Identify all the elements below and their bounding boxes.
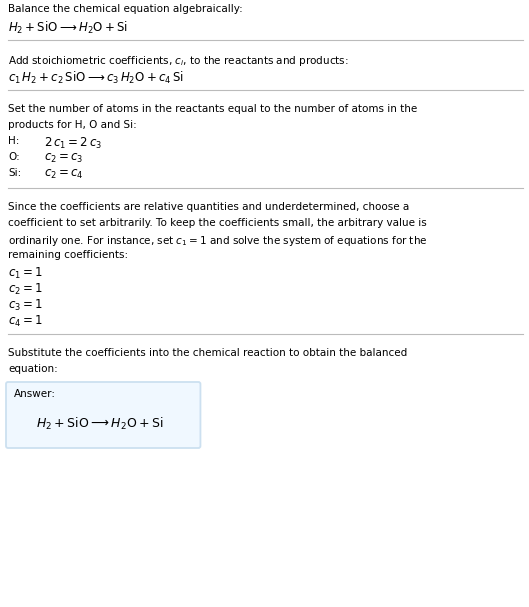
Text: $c_3 = 1$: $c_3 = 1$ — [8, 298, 43, 313]
Text: coefficient to set arbitrarily. To keep the coefficients small, the arbitrary va: coefficient to set arbitrarily. To keep … — [8, 218, 427, 228]
Text: $H_2 + \mathrm{SiO} \longrightarrow H_2\mathrm{O} + \mathrm{Si}$: $H_2 + \mathrm{SiO} \longrightarrow H_2\… — [36, 416, 163, 432]
Text: $2\,c_1 = 2\,c_3$: $2\,c_1 = 2\,c_3$ — [44, 136, 102, 151]
Text: remaining coefficients:: remaining coefficients: — [8, 250, 128, 260]
Text: Add stoichiometric coefficients, $c_i$, to the reactants and products:: Add stoichiometric coefficients, $c_i$, … — [8, 54, 349, 68]
Text: Substitute the coefficients into the chemical reaction to obtain the balanced: Substitute the coefficients into the che… — [8, 348, 407, 358]
Text: H:: H: — [8, 136, 20, 146]
Text: ordinarily one. For instance, set $c_1 = 1$ and solve the system of equations fo: ordinarily one. For instance, set $c_1 =… — [8, 234, 427, 248]
Text: Balance the chemical equation algebraically:: Balance the chemical equation algebraica… — [8, 4, 243, 14]
Text: O:: O: — [8, 152, 20, 162]
Text: products for H, O and Si:: products for H, O and Si: — [8, 120, 137, 130]
Text: Answer:: Answer: — [14, 389, 56, 399]
Text: $c_2 = c_4$: $c_2 = c_4$ — [44, 168, 84, 181]
Text: equation:: equation: — [8, 364, 58, 374]
Text: Si:: Si: — [8, 168, 21, 178]
Text: $H_2 + \mathrm{SiO} \longrightarrow H_2\mathrm{O} + \mathrm{Si}$: $H_2 + \mathrm{SiO} \longrightarrow H_2\… — [8, 20, 128, 36]
FancyBboxPatch shape — [6, 382, 200, 448]
Text: $c_2 = c_3$: $c_2 = c_3$ — [44, 152, 84, 165]
Text: Set the number of atoms in the reactants equal to the number of atoms in the: Set the number of atoms in the reactants… — [8, 104, 417, 114]
Text: $c_1\, H_2 + c_2\, \mathrm{SiO} \longrightarrow c_3\, H_2\mathrm{O} + c_4\, \mat: $c_1\, H_2 + c_2\, \mathrm{SiO} \longrig… — [8, 70, 184, 86]
Text: $c_1 = 1$: $c_1 = 1$ — [8, 266, 43, 281]
Text: $c_4 = 1$: $c_4 = 1$ — [8, 314, 43, 329]
Text: Since the coefficients are relative quantities and underdetermined, choose a: Since the coefficients are relative quan… — [8, 202, 409, 212]
Text: $c_2 = 1$: $c_2 = 1$ — [8, 282, 43, 297]
